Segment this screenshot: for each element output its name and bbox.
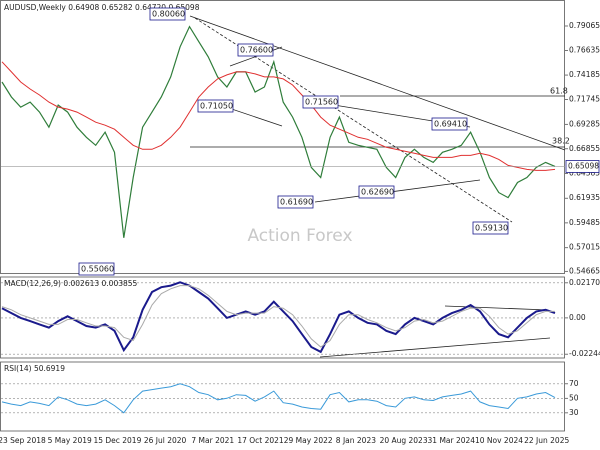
price-panel (0, 0, 565, 274)
series-line (1, 285, 555, 348)
x-tick-label: 17 Oct 2021 (237, 436, 284, 445)
annotation-box (358, 185, 395, 199)
x-tick-label: 22 Jun 2025 (524, 436, 569, 445)
series-line (1, 383, 556, 414)
panel-title: MACD(12,26,9) 0.002613 0.003855 (4, 279, 138, 288)
annotation: 0.71560 (305, 98, 338, 107)
y-tick-label: 70 (569, 379, 579, 388)
y-tick-label: 50 (569, 393, 579, 402)
x-tick-label: 20 Aug 2023 (380, 436, 428, 445)
annotation: 38.2 (552, 137, 570, 146)
annotation: 0.80060 (152, 10, 185, 19)
trend-line (189, 15, 566, 151)
annotation: 0.76600 (240, 46, 273, 55)
y-tick-label: 30 (569, 408, 579, 417)
annotation-box (431, 117, 468, 131)
y-tick-label: 0.76635 (569, 45, 600, 54)
y-tick-label: 0.64385 (569, 169, 600, 178)
annotation: 0.71050 (200, 102, 233, 111)
x-tick-label: 10 Nov 2024 (475, 436, 523, 445)
series-line (1, 281, 556, 354)
macd-panel (0, 276, 565, 359)
y-tick-label: 0.54665 (569, 266, 600, 275)
y-tick-label: 0.71745 (569, 95, 600, 104)
rsi-panel (0, 361, 565, 432)
trend-line (444, 305, 549, 311)
panel-title: RSI(14) 50.6919 (4, 364, 65, 373)
x-tick-label: 29 May 2022 (284, 436, 333, 445)
y-tick-label: 0.00 (569, 313, 586, 322)
panel-title: AUDUSD,Weekly 0.64908 0.65282 0.64720 0.… (4, 3, 200, 12)
x-tick-label: 23 Sep 2018 (0, 436, 46, 445)
annotation-box (237, 43, 274, 57)
x-tick-label: 15 Dec 2019 (93, 436, 141, 445)
y-tick-label: 0.79065 (569, 21, 600, 30)
annotation-box (149, 7, 186, 21)
y-tick-label: 0.61935 (569, 193, 600, 202)
trend-line (319, 337, 551, 358)
annotation-box (277, 195, 314, 209)
series-line (1, 25, 556, 238)
annotation: 0.55060 (81, 265, 114, 274)
annotation: 0.59130 (475, 224, 508, 233)
x-tick-label: 5 May 2019 (48, 436, 92, 445)
annotation: 61.8 (550, 87, 568, 96)
x-tick-label: 7 Mar 2021 (191, 436, 234, 445)
trend-line (314, 179, 481, 203)
annotation-box (302, 95, 339, 109)
series-line (1, 61, 556, 171)
last-price-label: 0.65098 (568, 161, 599, 170)
y-tick-label: 0.59485 (569, 218, 600, 227)
annotation-box (78, 262, 115, 276)
watermark: Action Forex (247, 226, 352, 246)
x-tick-label: 8 Jan 2023 (336, 436, 376, 445)
y-tick-label: -0.022445 (569, 349, 600, 358)
annotation-box (472, 221, 509, 235)
y-tick-label: 0.66855 (569, 144, 600, 153)
y-tick-label: 0.69285 (569, 119, 600, 128)
last-price-box (565, 160, 600, 173)
annotation: 0.69410 (434, 120, 467, 129)
y-tick-label: 0.57015 (569, 243, 600, 252)
annotation-box (197, 99, 234, 113)
y-tick-label: 0.74185 (569, 70, 600, 79)
x-tick-label: 31 Mar 2024 (428, 436, 476, 445)
x-tick-label: 26 Jul 2020 (144, 436, 187, 445)
annotation: 0.62690 (361, 188, 394, 197)
annotation: 0.61690 (280, 198, 313, 207)
